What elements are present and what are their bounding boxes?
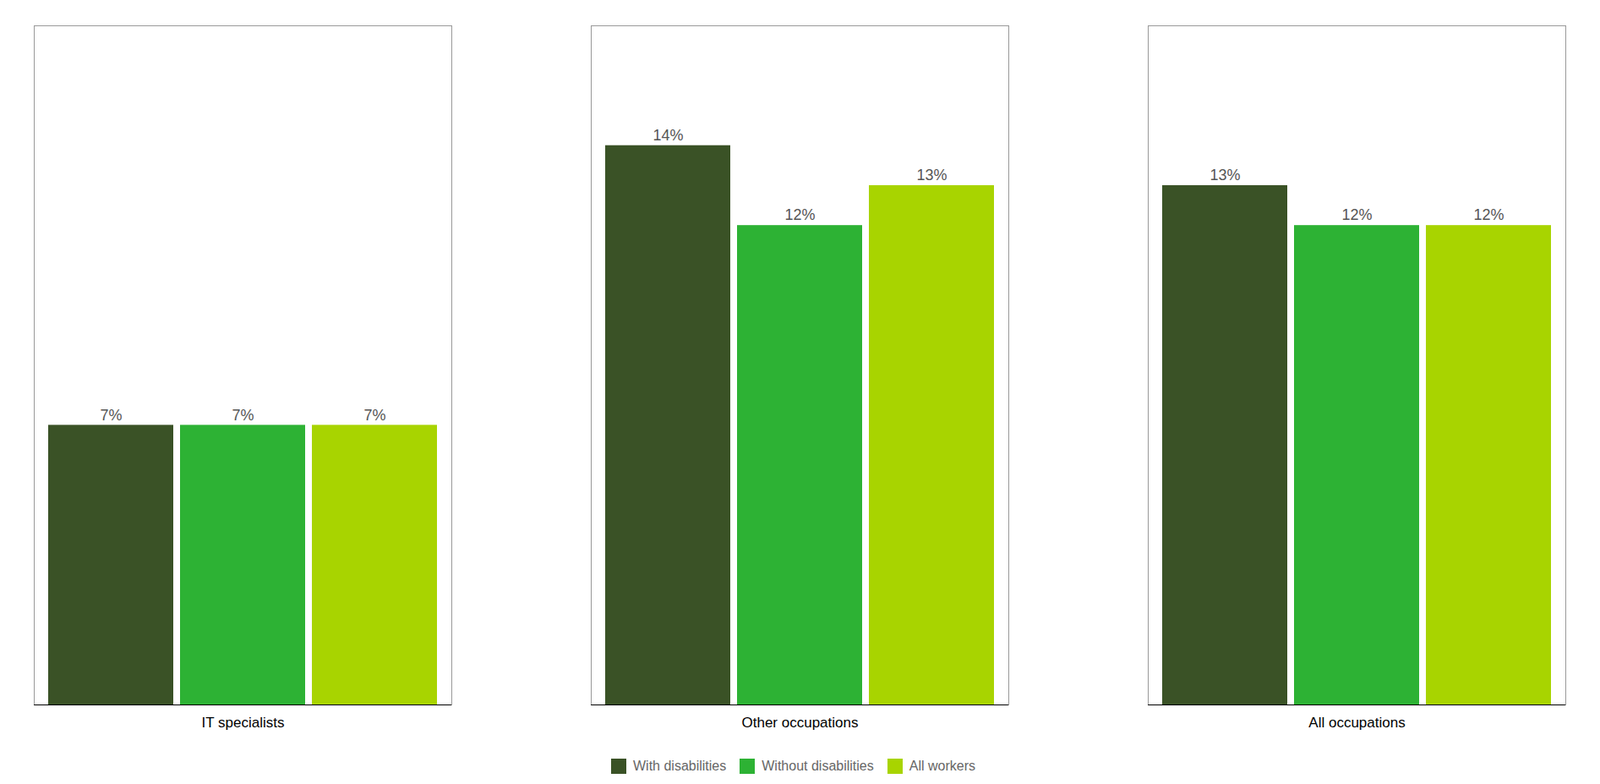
svg-text:13%: 13% — [1209, 166, 1240, 184]
svg-text:14%: 14% — [652, 126, 683, 144]
svg-text:7%: 7% — [99, 406, 122, 424]
svg-text:7%: 7% — [231, 406, 254, 424]
svg-text:12%: 12% — [1473, 206, 1504, 224]
svg-text:Other occupations: Other occupations — [742, 714, 859, 731]
html-text:All workers: All workers — [909, 757, 976, 773]
svg-text:12%: 12% — [784, 206, 815, 224]
html-text:Without disabilities: Without disabilities — [761, 757, 874, 773]
svg-text:IT specialists: IT specialists — [202, 714, 285, 731]
svg-text:7%: 7% — [363, 406, 386, 424]
svg-text:13%: 13% — [916, 166, 947, 184]
svg-text:12%: 12% — [1341, 206, 1372, 224]
svg-text:All occupations: All occupations — [1308, 714, 1405, 731]
html-text:With disabilities: With disabilities — [633, 757, 727, 773]
